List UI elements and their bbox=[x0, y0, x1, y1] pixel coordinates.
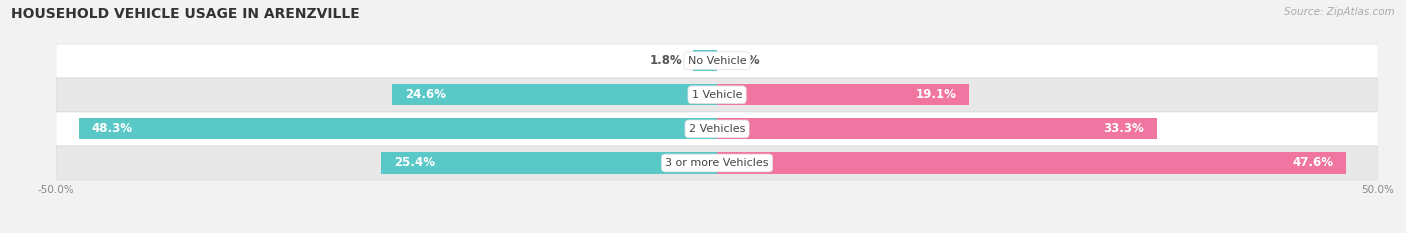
Text: 24.6%: 24.6% bbox=[405, 88, 446, 101]
Bar bbox=[717, 118, 1157, 140]
Text: 47.6%: 47.6% bbox=[1292, 157, 1333, 169]
Text: 1 Vehicle: 1 Vehicle bbox=[692, 90, 742, 100]
Bar bbox=[717, 84, 970, 105]
Text: 48.3%: 48.3% bbox=[91, 122, 134, 135]
Text: Source: ZipAtlas.com: Source: ZipAtlas.com bbox=[1284, 7, 1395, 17]
Text: 25.4%: 25.4% bbox=[395, 157, 436, 169]
Text: 0.0%: 0.0% bbox=[728, 54, 761, 67]
Bar bbox=[381, 152, 717, 174]
Bar bbox=[56, 112, 1378, 146]
Text: 1.8%: 1.8% bbox=[650, 54, 683, 67]
Text: 19.1%: 19.1% bbox=[915, 88, 956, 101]
Bar bbox=[79, 118, 717, 140]
Text: HOUSEHOLD VEHICLE USAGE IN ARENZVILLE: HOUSEHOLD VEHICLE USAGE IN ARENZVILLE bbox=[11, 7, 360, 21]
Bar bbox=[56, 78, 1378, 112]
Bar bbox=[56, 146, 1378, 180]
Bar bbox=[717, 152, 1346, 174]
Bar bbox=[56, 44, 1378, 78]
Text: 2 Vehicles: 2 Vehicles bbox=[689, 124, 745, 134]
Legend: Owner-occupied, Renter-occupied: Owner-occupied, Renter-occupied bbox=[600, 230, 834, 233]
Text: 33.3%: 33.3% bbox=[1104, 122, 1144, 135]
Text: 3 or more Vehicles: 3 or more Vehicles bbox=[665, 158, 769, 168]
Bar bbox=[392, 84, 717, 105]
Bar bbox=[693, 50, 717, 71]
Text: No Vehicle: No Vehicle bbox=[688, 56, 747, 66]
